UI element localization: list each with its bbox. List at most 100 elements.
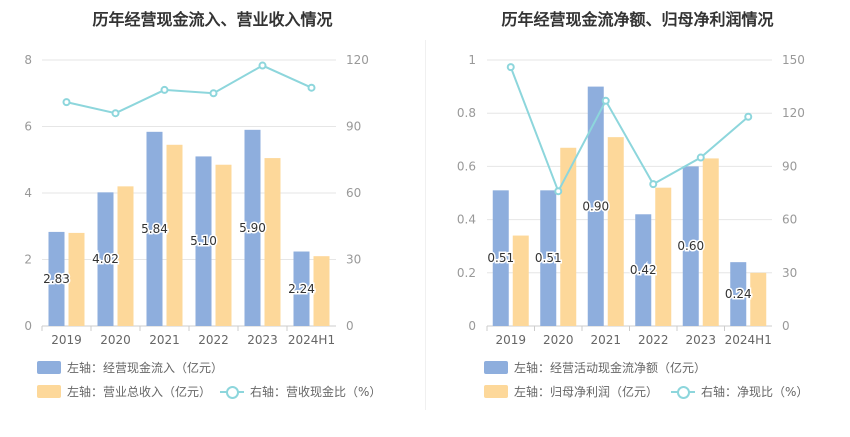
bar-series-1 — [540, 190, 557, 326]
bar-data-label: 2.24 — [288, 282, 315, 296]
bar-series-1 — [293, 251, 310, 326]
bar-series-1 — [244, 129, 261, 326]
right-axis-tick-label: 60 — [346, 186, 361, 200]
bar-data-label: 2.83 — [43, 272, 70, 286]
legend-swatch-bar-blue — [37, 361, 61, 374]
chart-panel-net-cash: 历年经营现金流净额、归母净利润情况 0 0.2 0.4 0.6 0.8 1 0 30 60 90 1… — [425, 0, 850, 437]
bar-series-2 — [702, 158, 719, 326]
bar-data-label: 0.51 — [535, 251, 562, 265]
legend-label: 左轴：营业总收入（亿元） — [67, 385, 212, 399]
bar-series-1 — [146, 131, 163, 326]
bar-series-2 — [264, 158, 281, 326]
line-point — [601, 96, 610, 105]
chart-cash-inflow-revenue: 0 2 4 6 8 0 30 60 90 120 2.83 2019 4.02 2020 5.84 2021 5… — [24, 53, 369, 347]
left-axis-tick-label: 4 — [24, 186, 32, 200]
left-axis-tick-label: 6 — [24, 120, 32, 134]
bar-data-label: 0.24 — [725, 287, 752, 301]
line-series — [509, 66, 749, 194]
line-point — [160, 85, 169, 94]
left-axis-tick-label: 0 — [24, 319, 32, 333]
line-point — [554, 187, 563, 196]
legend-label: 左轴：经营现金流入（亿元） — [67, 361, 224, 375]
bar-series-2 — [750, 272, 767, 326]
line-series — [66, 64, 312, 115]
bar-series-1 — [730, 262, 747, 326]
bar-data-label: 5.10 — [190, 234, 217, 248]
bar-series-1 — [97, 192, 114, 326]
legend-item-net-cash-ratio[interactable]: 右轴：净现比（%） — [671, 383, 808, 400]
bar-series-2 — [68, 232, 85, 326]
legend-swatch-bar-orange — [37, 385, 61, 398]
bar-data-label: 0.51 — [487, 251, 514, 265]
x-axis-tick-label: 2021 — [590, 333, 621, 347]
chart-title: 历年经营现金流净额、归母净利润情况 — [501, 10, 774, 29]
bar-series-2 — [313, 256, 330, 326]
legend-swatch-line-icon — [220, 385, 244, 399]
left-axis-tick-label: 0.6 — [457, 159, 476, 173]
bar-series-1 — [635, 214, 652, 326]
line-point — [744, 112, 753, 121]
left-axis-tick-label: 2 — [24, 253, 32, 267]
left-axis-tick-label: 0.2 — [457, 266, 476, 280]
legend-item-cash-ratio[interactable]: 右轴：营收现金比（%） — [220, 383, 381, 400]
x-axis-tick-label: 2019 — [495, 333, 526, 347]
right-axis-tick-label: 0 — [782, 319, 790, 333]
chart-net-cash-profit: 0 0.2 0.4 0.6 0.8 1 0 30 60 90 120 150 0.51 2019 0.51 2… — [457, 53, 805, 347]
bar-series-2 — [512, 235, 529, 326]
bar-series-2 — [117, 186, 134, 326]
x-axis-tick-label: 2023 — [247, 333, 278, 347]
bar-data-label: 5.84 — [141, 222, 168, 236]
line-point — [649, 180, 658, 189]
legend-label: 右轴：营收现金比（%） — [250, 385, 382, 399]
bar-data-label: 5.90 — [239, 221, 266, 235]
x-axis-tick-label: 2020 — [100, 333, 131, 347]
chart-panel-cash-inflow: 历年经营现金流入、营业收入情况 0 2 4 6 8 0 30 60 90 120 2.83 2019 4… — [24, 10, 381, 400]
bar-series-2 — [215, 164, 232, 326]
bar-data-label: 4.02 — [92, 252, 119, 266]
line-point — [62, 98, 71, 107]
bar-series-1 — [682, 166, 699, 326]
line-point — [696, 153, 705, 162]
bar-series-1 — [48, 231, 65, 326]
left-axis-tick-label: 0 — [468, 319, 476, 333]
x-axis-tick-label: 2023 — [685, 333, 716, 347]
legend-item-cash-inflow[interactable]: 左轴：经营现金流入（亿元） — [37, 359, 223, 376]
legend-swatch-bar-orange — [484, 385, 508, 398]
line-point — [506, 63, 515, 72]
left-axis-tick-label: 1 — [468, 53, 476, 67]
x-axis-tick-label: 2024H1 — [288, 333, 335, 347]
bar-series-2 — [607, 137, 624, 326]
line-point — [209, 89, 218, 98]
x-axis-tick-label: 2024H1 — [725, 333, 772, 347]
right-axis-tick-label: 60 — [782, 213, 797, 227]
left-axis-tick-label: 8 — [24, 53, 32, 67]
right-axis-tick-label: 30 — [782, 266, 797, 280]
legend-item-net-cash[interactable]: 左轴：经营活动现金流净额（亿元） — [484, 359, 706, 376]
legend-item-net-profit[interactable]: 左轴：归母净利润（亿元） — [484, 383, 658, 400]
chart-title: 历年经营现金流入、营业收入情况 — [92, 10, 333, 29]
x-axis-tick-label: 2020 — [543, 333, 574, 347]
panel-divider — [425, 40, 426, 410]
left-axis-tick-label: 0.4 — [457, 213, 476, 227]
legend-item-revenue[interactable]: 左轴：营业总收入（亿元） — [37, 383, 211, 400]
bar-series-1 — [195, 156, 212, 326]
legend-label: 左轴：归母净利润（亿元） — [514, 385, 659, 399]
x-axis-tick-label: 2021 — [149, 333, 180, 347]
bar-data-label: 0.90 — [582, 199, 609, 213]
line-point — [258, 61, 267, 70]
line-point — [111, 109, 120, 118]
bar-data-label: 0.60 — [677, 239, 704, 253]
bar-data-label: 0.42 — [630, 263, 657, 277]
right-axis-tick-label: 120 — [346, 53, 369, 67]
right-axis-tick-label: 0 — [346, 319, 354, 333]
bar-series-2 — [560, 147, 577, 326]
right-axis-tick-label: 30 — [346, 253, 361, 267]
legend-swatch-bar-blue — [484, 361, 508, 374]
bar-series-2 — [166, 144, 183, 326]
x-axis-tick-label: 2022 — [198, 333, 229, 347]
x-axis-tick-label: 2019 — [51, 333, 82, 347]
legend-swatch-line-icon — [671, 385, 695, 399]
bar-series-2 — [655, 187, 672, 326]
x-axis-tick-label: 2022 — [638, 333, 669, 347]
right-axis-tick-label: 120 — [782, 106, 805, 120]
